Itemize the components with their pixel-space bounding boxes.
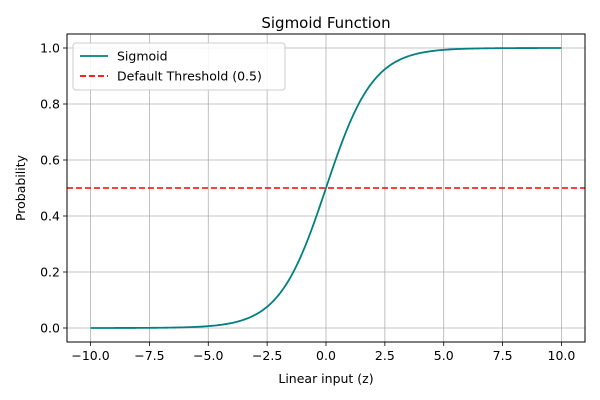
chart-title: Sigmoid Function: [261, 14, 390, 32]
x-tick-label: −5.0: [193, 348, 223, 363]
y-tick-label: 0.4: [40, 209, 60, 224]
x-tick-label: −7.5: [134, 348, 164, 363]
ticks: −10.0 −7.5 −5.0 −2.5 0.0 2.5 5.0 7.5 10.0 0.0 0.2 0…: [40, 41, 575, 364]
y-tick-label: 0.6: [40, 153, 60, 168]
x-tick-label: −2.5: [252, 348, 282, 363]
x-tick-label: 0.0: [316, 348, 336, 363]
legend-entry-threshold-label: Default Threshold (0.5): [117, 69, 262, 84]
x-tick-label: 2.5: [375, 348, 395, 363]
x-axis-label: Linear input (z): [278, 371, 373, 386]
y-tick-label: 1.0: [40, 41, 60, 56]
series-layer: [67, 47, 585, 329]
x-tick-label: −10.0: [71, 348, 109, 363]
x-tick-label: 10.0: [548, 348, 576, 363]
legend-box: [72, 42, 286, 91]
y-axis-label: Probability: [13, 154, 28, 221]
legend-entry-sigmoid-label: Sigmoid: [117, 49, 168, 64]
legend: Sigmoid Default Threshold (0.5): [72, 42, 286, 91]
x-tick-label: 7.5: [493, 348, 513, 363]
sigmoid-line: [90, 47, 562, 329]
y-tick-label: 0.0: [40, 321, 60, 336]
y-tick-label: 0.2: [40, 265, 60, 280]
x-tick-label: 5.0: [434, 348, 454, 363]
y-tick-label: 0.8: [40, 97, 60, 112]
